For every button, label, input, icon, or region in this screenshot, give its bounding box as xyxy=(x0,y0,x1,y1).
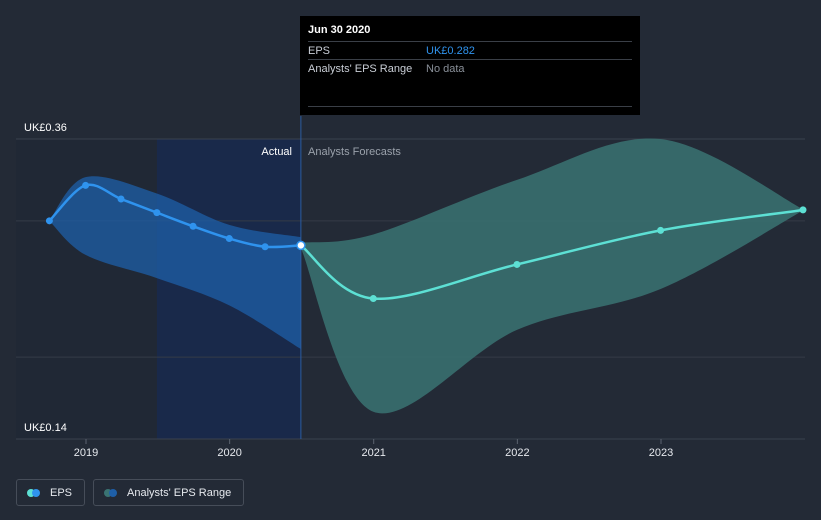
eps-actual-point[interactable] xyxy=(45,217,53,225)
eps-actual-point[interactable] xyxy=(225,235,233,243)
tooltip-range-label: Analysts' EPS Range xyxy=(308,62,413,75)
x-tick-label: 2022 xyxy=(505,447,529,459)
eps-actual-point[interactable] xyxy=(296,240,306,251)
eps-forecast-point[interactable] xyxy=(513,260,521,268)
x-tick-label: 2021 xyxy=(361,447,385,459)
eps-line-forecast xyxy=(300,208,805,301)
legend-eps-toggle[interactable]: EPS xyxy=(16,479,86,506)
forecast-region-label: Analysts Forecasts xyxy=(308,146,401,158)
range-area-actual xyxy=(49,176,301,349)
tooltip-eps-value: UK£0.282 xyxy=(426,44,475,57)
x-tick-label: 2019 xyxy=(74,447,98,459)
hover-tooltip: Jun 30 2020 EPS UK£0.282 Analysts' EPS R… xyxy=(300,16,640,115)
eps-forecast-point[interactable] xyxy=(657,226,665,234)
eps-swatch-icon xyxy=(27,488,41,497)
legend-range-toggle[interactable]: Analysts' EPS Range xyxy=(93,479,245,506)
eps-actual-point[interactable] xyxy=(117,195,125,203)
eps-forecast-point[interactable] xyxy=(799,206,807,214)
y-axis-min-label: UK£0.14 xyxy=(24,422,67,434)
tooltip-eps-row: EPS UK£0.282 xyxy=(308,41,632,59)
eps-actual-point[interactable] xyxy=(82,181,90,189)
range-area-forecast xyxy=(300,138,805,414)
legend-range-label: Analysts' EPS Range xyxy=(127,486,232,499)
tooltip-range-value: No data xyxy=(426,62,465,75)
y-axis-max-label: UK£0.36 xyxy=(24,122,67,134)
actual-region-label: Actual xyxy=(261,146,292,158)
x-tick-label: 2023 xyxy=(649,447,673,459)
chart-legend: EPS Analysts' EPS Range xyxy=(16,479,245,506)
tooltip-range-row: Analysts' EPS Range No data xyxy=(308,59,632,77)
tooltip-divider xyxy=(308,106,632,107)
eps-forecast-point[interactable] xyxy=(369,295,377,303)
range-swatch-icon xyxy=(104,488,118,497)
legend-eps-label: EPS xyxy=(50,486,73,499)
eps-actual-point[interactable] xyxy=(189,222,197,230)
eps-actual-point[interactable] xyxy=(153,209,161,217)
x-tick-label: 2020 xyxy=(217,447,241,459)
tooltip-eps-label: EPS xyxy=(308,44,331,57)
tooltip-date: Jun 30 2020 xyxy=(308,24,371,36)
eps-actual-point[interactable] xyxy=(261,243,269,251)
